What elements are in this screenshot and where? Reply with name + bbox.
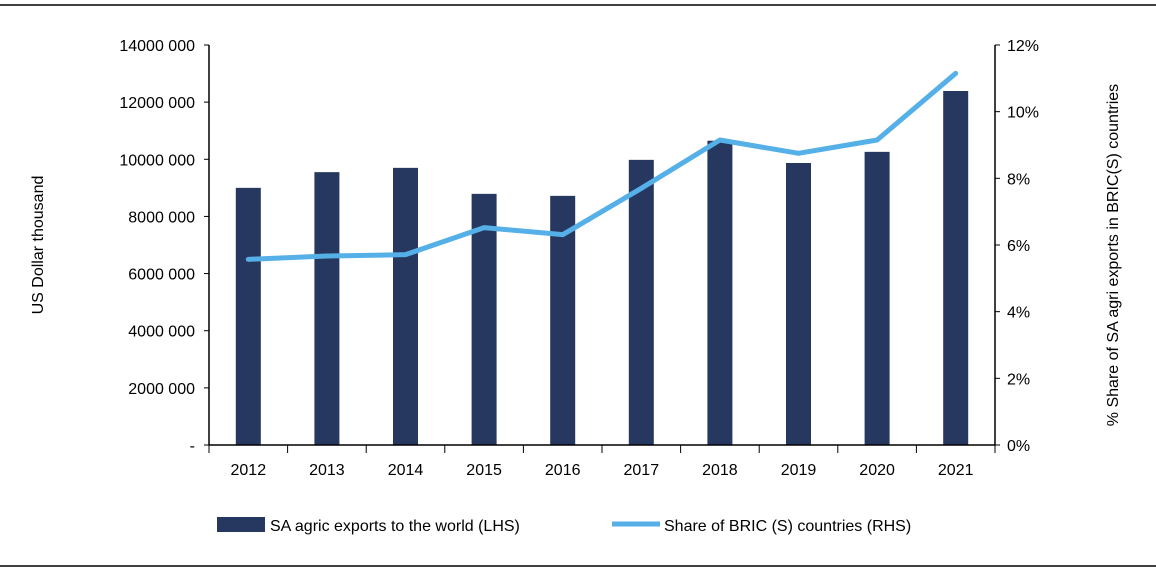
legend-label-bar: SA agric exports to the world (LHS)	[270, 518, 520, 535]
x-tick-label: 2020	[859, 462, 895, 479]
x-tick-label: 2016	[545, 462, 581, 479]
legend: SA agric exports to the world (LHS) Shar…	[217, 517, 911, 535]
bar-2020	[864, 151, 890, 445]
legend-label-line: Share of BRIC (S) countries (RHS)	[664, 518, 911, 535]
legend-swatch-bar	[217, 517, 265, 532]
x-tick-label: 2013	[309, 462, 345, 479]
y-tick-label: 4000 000	[128, 324, 195, 341]
bar-2014	[393, 167, 418, 445]
y2-tick-label: 6%	[1007, 238, 1030, 255]
bar-2013	[314, 172, 340, 445]
y-tick-label: 12000 000	[119, 95, 195, 112]
x-tick-label: 2017	[624, 462, 660, 479]
bar-2021	[943, 91, 969, 445]
y2-tick-label: 2%	[1007, 371, 1030, 388]
y-tick-label: 2000 000	[128, 381, 195, 398]
y2-tick-label: 10%	[1007, 105, 1039, 122]
x-tick-label: 2021	[938, 462, 974, 479]
bar-2018	[707, 140, 733, 445]
y2-tick-label: 4%	[1007, 305, 1030, 322]
bar-2015	[471, 193, 497, 445]
series-line	[245, 70, 959, 262]
x-tick-label: 2019	[781, 462, 817, 479]
x-tick-label: 2018	[702, 462, 738, 479]
y-axis-label: US Dollar thousand	[30, 176, 47, 315]
bar-2019	[786, 163, 811, 445]
bar-2016	[550, 195, 576, 445]
y-tick-label: 14000 000	[119, 38, 195, 55]
y2-tick-label: 0%	[1007, 438, 1030, 455]
y-tick-label: 8000 000	[128, 209, 195, 226]
bar-2012	[235, 187, 261, 445]
y2-tick-label: 8%	[1007, 171, 1030, 188]
bar-2017	[628, 159, 654, 445]
y-tick-label: -	[190, 438, 195, 455]
x-tick-label: 2015	[466, 462, 502, 479]
y2-tick-label: 12%	[1007, 38, 1039, 55]
y2-axis-label: % Share of SA agri exports in BRIC(S) co…	[1105, 84, 1122, 426]
x-tick-label: 2012	[231, 462, 267, 479]
x-tick-label: 2014	[388, 462, 424, 479]
y-tick-label: 6000 000	[128, 267, 195, 284]
y-tick-label: 10000 000	[119, 152, 195, 169]
